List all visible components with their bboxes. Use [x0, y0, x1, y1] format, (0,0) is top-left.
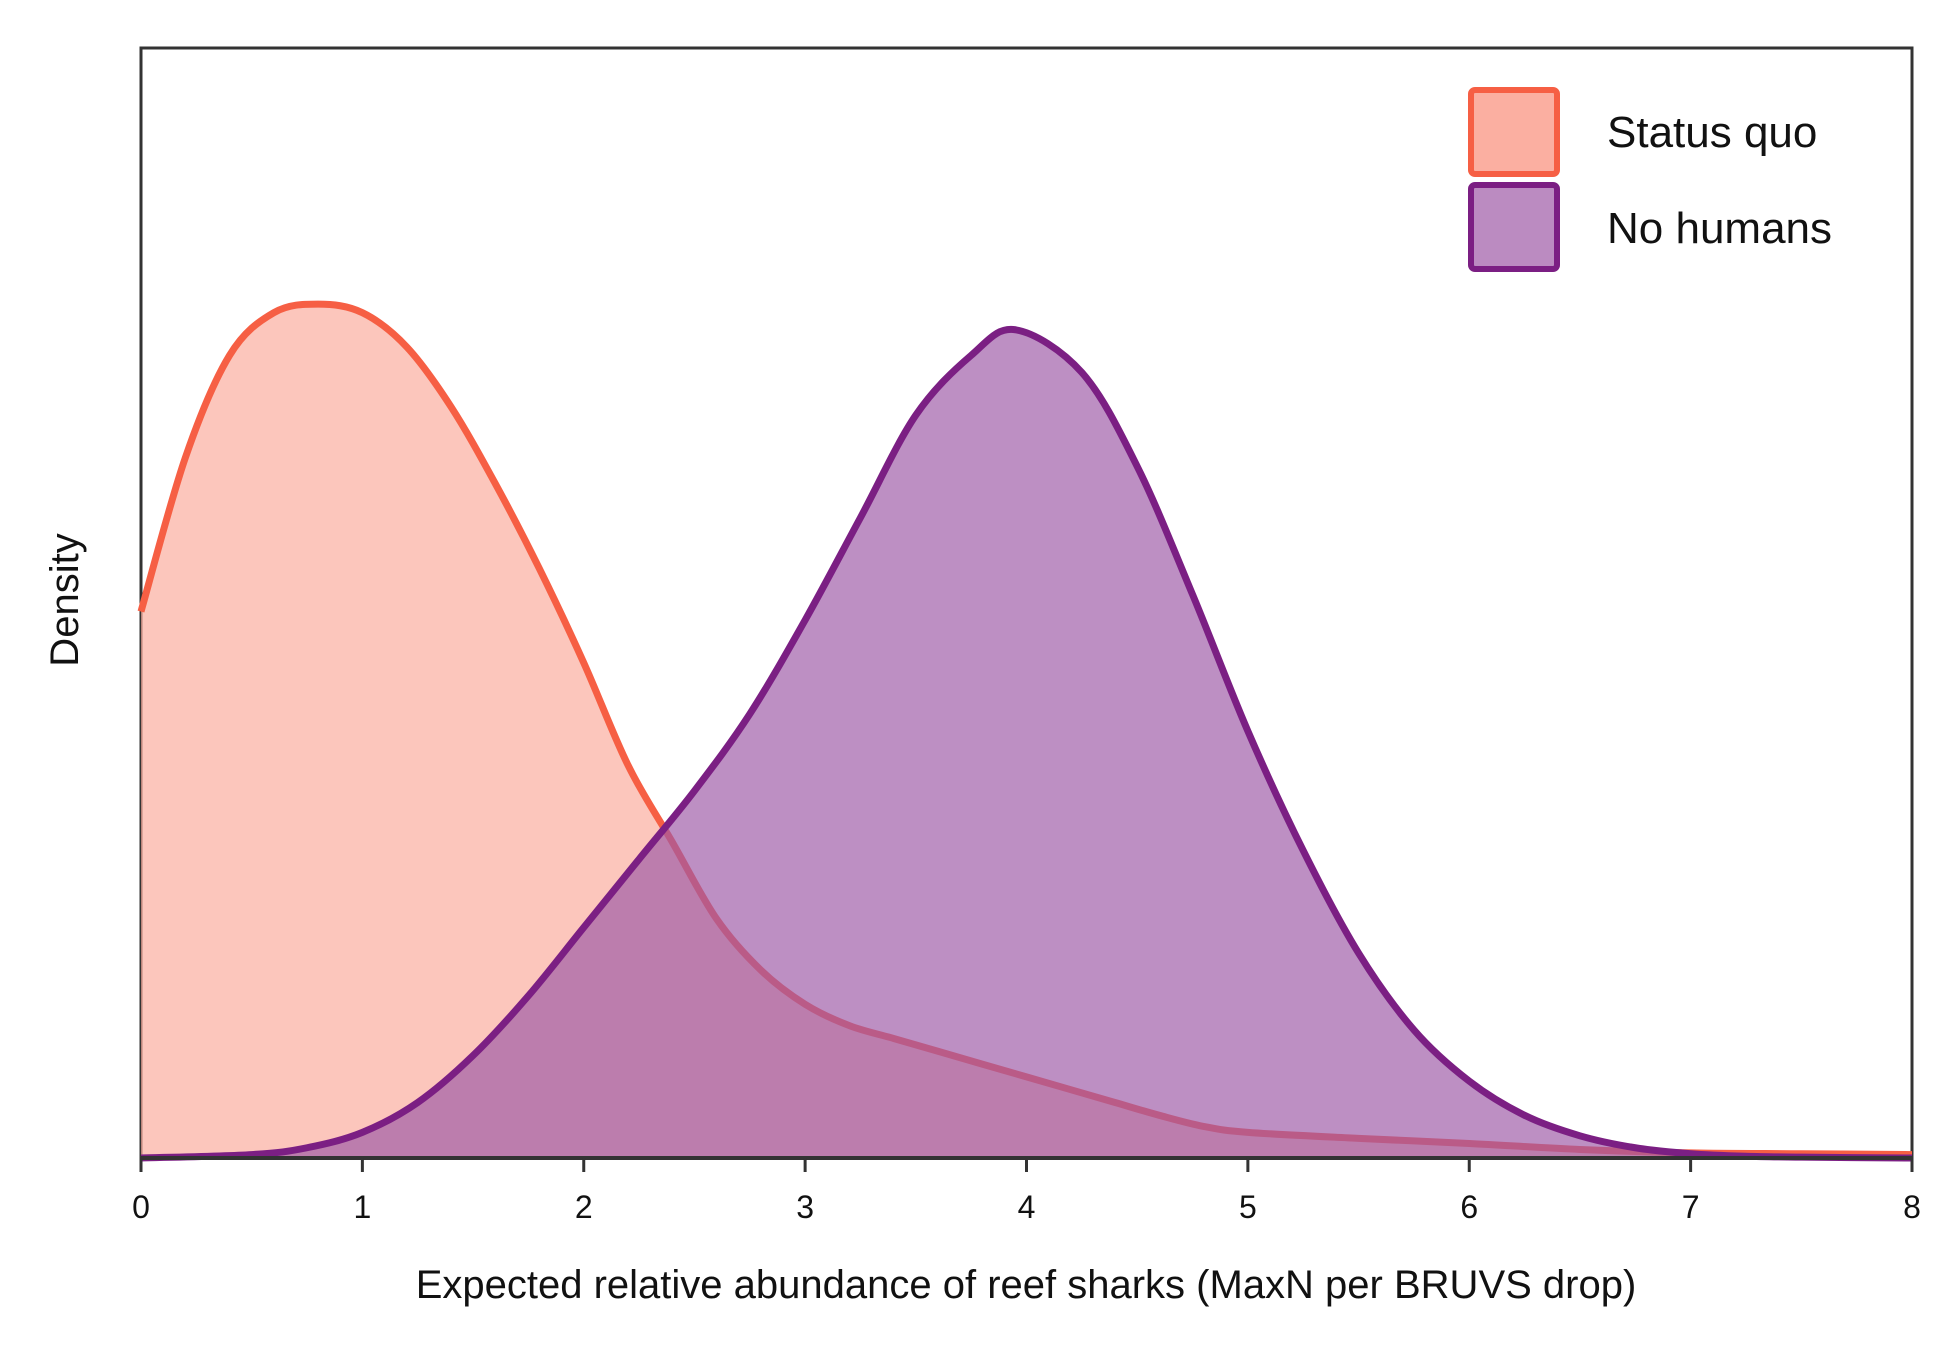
- x-tick-label: 0: [132, 1189, 150, 1225]
- x-tick-label: 2: [575, 1189, 593, 1225]
- series-line-no-humans: [140, 325, 1913, 1162]
- legend-swatch-no-humans: [1468, 182, 1560, 272]
- series-area-no-humans: [141, 329, 1912, 1159]
- x-axis-ticks: 0 1 2 3 4 5 6 7 8: [132, 1158, 1921, 1225]
- legend-item-status-quo: Status quo: [1468, 87, 1817, 177]
- x-axis-label: Expected relative abundance of reef shar…: [416, 1263, 1637, 1307]
- plot-area: [137, 46, 1914, 1162]
- x-tick-label: 3: [796, 1189, 814, 1225]
- x-tick-label: 5: [1239, 1189, 1257, 1225]
- x-tick-label: 6: [1460, 1189, 1478, 1225]
- x-tick-label: 4: [1018, 1189, 1036, 1225]
- legend: Status quo No humans: [1468, 87, 1832, 272]
- y-axis-label: Density: [43, 533, 87, 666]
- legend-item-no-humans: No humans: [1468, 182, 1832, 272]
- legend-label-status-quo: Status quo: [1607, 108, 1817, 157]
- x-tick-label: 1: [353, 1189, 371, 1225]
- series-layer: [137, 300, 1913, 1162]
- x-tick-label: 7: [1682, 1189, 1700, 1225]
- legend-label-no-humans: No humans: [1607, 204, 1832, 253]
- legend-swatch-status-quo: [1468, 87, 1560, 177]
- x-tick-label: 8: [1903, 1189, 1921, 1225]
